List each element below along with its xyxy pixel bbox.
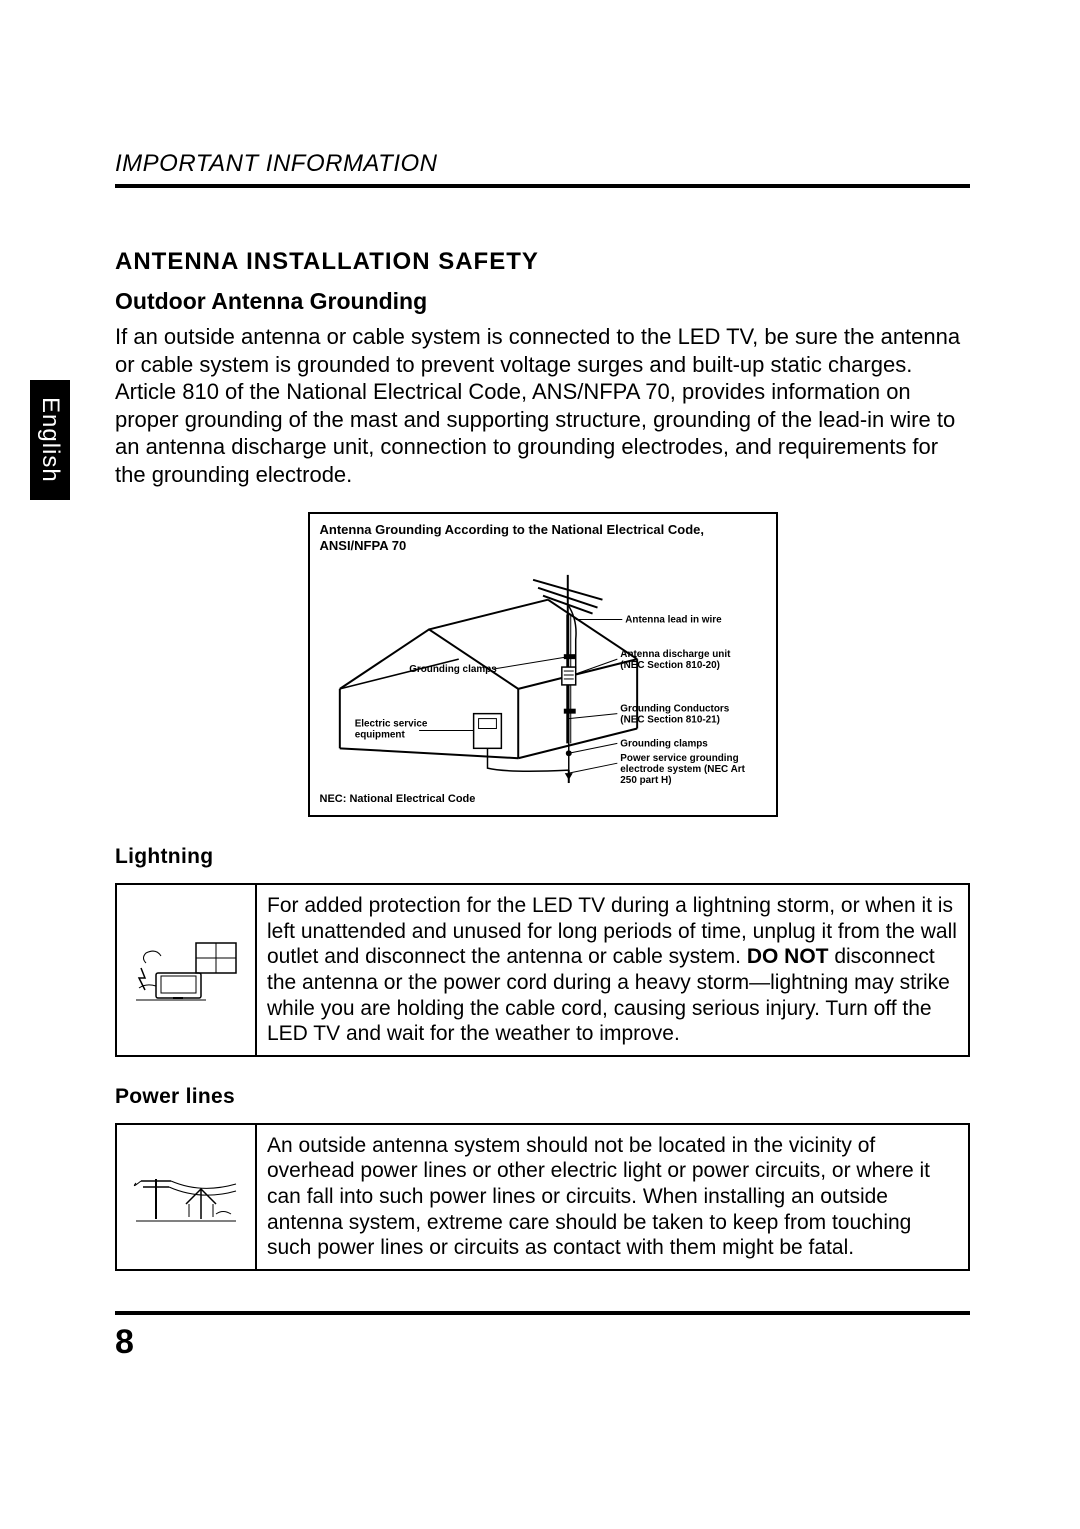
- powerlines-icon: [131, 1159, 241, 1229]
- footer-rule: [115, 1311, 970, 1315]
- grounding-diagram: Antenna Grounding According to the Natio…: [308, 512, 778, 817]
- lightning-icon: [131, 928, 241, 1008]
- lbl-clamps2: Grounding clamps: [620, 739, 708, 750]
- table-row: An outside antenna system should not be …: [116, 1124, 969, 1270]
- powerlines-text-cell: An outside antenna system should not be …: [256, 1124, 969, 1270]
- lbl-antenna-lead: Antenna lead in wire: [625, 615, 722, 626]
- lbl-clamps: Grounding clamps: [409, 664, 497, 675]
- language-tab: English: [30, 380, 70, 500]
- page-content: IMPORTANT INFORMATION ANTENNA INSTALLATI…: [115, 150, 970, 1362]
- lbl-discharge-1: Antenna discharge unit: [620, 649, 731, 660]
- lightning-icon-cell: [116, 884, 256, 1056]
- section-title: ANTENNA INSTALLATION SAFETY: [115, 248, 970, 276]
- lbl-pwr-2: electrode system (NEC Art: [620, 764, 745, 775]
- table-row: For added protection for the LED TV duri…: [116, 884, 969, 1056]
- page-header-title: IMPORTANT INFORMATION: [115, 150, 970, 184]
- lbl-pwr-3: 250 part H): [620, 775, 671, 786]
- lightning-text-cell: For added protection for the LED TV duri…: [256, 884, 969, 1056]
- subsection-title: Outdoor Antenna Grounding: [115, 288, 970, 315]
- powerlines-icon-cell: [116, 1124, 256, 1270]
- lbl-pwr-1: Power service grounding: [620, 753, 738, 764]
- powerlines-table: An outside antenna system should not be …: [115, 1123, 970, 1271]
- page-number: 8: [115, 1323, 970, 1362]
- grounding-diagram-svg: Antenna lead in wire Antenna discharge u…: [320, 559, 766, 789]
- lbl-discharge-2: (NEC Section 810-20): [620, 660, 720, 671]
- diagram-footer: NEC: National Electrical Code: [320, 793, 766, 805]
- powerlines-text: An outside antenna system should not be …: [267, 1134, 930, 1259]
- lightning-bold: DO NOT: [747, 945, 829, 968]
- lightning-table: For added protection for the LED TV duri…: [115, 883, 970, 1057]
- diagram-container: Antenna Grounding According to the Natio…: [115, 512, 970, 817]
- intro-paragraph: If an outside antenna or cable system is…: [115, 323, 970, 488]
- lbl-elec-1: Electric service: [354, 719, 427, 730]
- lbl-elec-2: equipment: [354, 730, 405, 741]
- lbl-cond-1: Grounding Conductors: [620, 704, 729, 715]
- language-tab-label: English: [36, 397, 64, 483]
- diagram-heading: Antenna Grounding According to the Natio…: [320, 522, 766, 553]
- header-rule: [115, 184, 970, 188]
- lightning-title: Lightning: [115, 845, 970, 869]
- powerlines-title: Power lines: [115, 1085, 970, 1109]
- lbl-cond-2: (NEC Section 810-21): [620, 715, 720, 726]
